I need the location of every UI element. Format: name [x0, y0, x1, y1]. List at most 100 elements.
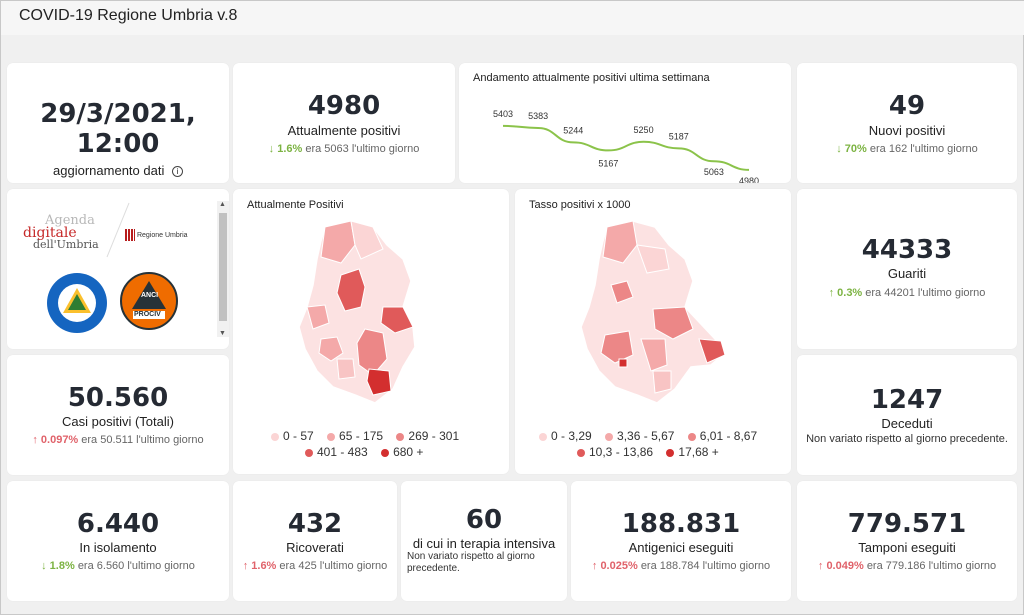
nuovi-delta: ↓ 70% era 162 l'ultimo giorno: [797, 143, 1017, 155]
trend-data-label: 5403: [493, 109, 513, 119]
arrow-up-icon: ↑: [828, 287, 835, 299]
scrollbar-thumb[interactable]: [219, 213, 227, 321]
trend-data-label: 5063: [704, 167, 724, 177]
trend-data-label: 5244: [563, 125, 583, 135]
legend-dot: [577, 448, 585, 457]
casi-value: 50.560: [67, 383, 169, 413]
legend-dot: [396, 432, 405, 441]
attualmente-label: Attualmente positivi: [287, 123, 401, 138]
logos-card: Agenda digitale dell'Umbria Regione Umbr…: [7, 189, 229, 349]
isolamento-delta: ↓ 1.8% era 6.560 l'ultimo giorno: [7, 560, 229, 572]
guariti-delta: ↑ 0.3% era 44201 l'ultimo giorno: [797, 287, 1017, 299]
nuovi-value: 49: [888, 91, 926, 121]
antigenici-label: Antigenici eseguiti: [628, 540, 734, 555]
info-icon[interactable]: i: [171, 166, 183, 178]
tamponi-label: Tamponi eseguiti: [858, 540, 956, 555]
guariti-note: era 44201 l'ultimo giorno: [865, 287, 986, 299]
date-card: 29/3/2021, 12:00 aggiornamento dati i: [7, 63, 229, 183]
antigenici-delta: ↑ 0.025% era 188.784 l'ultimo giorno: [571, 560, 791, 572]
terapia-note: Non variato rispetto al giorno precedent…: [407, 551, 535, 574]
isolamento-label: In isolamento: [79, 540, 157, 555]
ricoverati-label: Ricoverati: [286, 540, 344, 555]
tamponi-pct: 0.049%: [826, 560, 864, 572]
deceduti-label: Deceduti: [881, 416, 933, 431]
legend-dot: [666, 448, 675, 457]
legend-dot: [687, 432, 696, 441]
trend-data-label: 5250: [634, 125, 654, 135]
isolamento-card: 6.440 In isolamento ↓ 1.8% era 6.560 l'u…: [7, 481, 229, 601]
terapia-intensiva-card: 60 di cui in terapia intensiva Non varia…: [401, 481, 567, 601]
app-title: COVID-19 Regione Umbria v.8: [19, 7, 238, 24]
scroll-up-icon[interactable]: ▲: [219, 201, 226, 208]
map-tasso-card: Tasso positivi x 1000 0 - 3,29 3,36 - 5,…: [515, 189, 791, 474]
legend-item: 65 - 175: [327, 429, 383, 443]
attualmente-delta: ↓ 1.6% era 5063 l'ultimo giorno: [233, 143, 455, 155]
tamponi-note: era 779.186 l'ultimo giorno: [866, 560, 997, 572]
legend-item: 401 - 483: [305, 445, 368, 459]
prociv-text: PROCIV: [134, 311, 161, 318]
trend-series-line: [502, 124, 750, 171]
casi-note: era 50.511 l'ultimo giorno: [81, 434, 204, 446]
guariti-card: 44333 Guariti ↑ 0.3% era 44201 l'ultimo …: [797, 189, 1017, 349]
legend-item: 17,68 +: [666, 445, 719, 459]
map1-legend: 0 - 57 65 - 175 269 - 301 401 - 483 680 …: [271, 428, 491, 460]
trend-line-chart: 5403 5383 5244 5167 5250 5187 5063 4980: [493, 109, 759, 183]
nuovi-note: era 162 l'ultimo giorno: [869, 143, 978, 155]
map-attualmente-card: Attualmente Positivi 0 - 57 65 - 175 269…: [233, 189, 509, 474]
legend-item: 0 - 3,29: [539, 429, 592, 443]
ricoverati-pct: 1.6%: [251, 560, 277, 572]
trend-data-label: 5383: [528, 111, 548, 121]
logo-divider: [106, 202, 130, 258]
legend-item: 3,36 - 5,67: [605, 429, 674, 443]
attualmente-note: era 5063 l'ultimo giorno: [305, 143, 420, 155]
update-label: aggiornamento dati i: [7, 163, 229, 178]
antigenici-note: era 188.784 l'ultimo giorno: [640, 560, 771, 572]
deceduti-value: 1247: [870, 385, 944, 415]
arrow-up-icon: ↑: [242, 560, 249, 572]
logos-scrollbar[interactable]: ▲ ▼: [217, 201, 229, 337]
trend-data-label: 5187: [669, 131, 689, 141]
umbria-map-tasso[interactable]: [515, 189, 791, 474]
legend-item: 680 +: [381, 445, 423, 459]
ricoverati-value: 432: [287, 509, 343, 539]
ricoverati-note: era 425 l'ultimo giorno: [279, 560, 388, 572]
trend-data-label: 5167: [598, 158, 618, 168]
legend-item: 10,3 - 13,86: [577, 445, 653, 459]
umbria-map-attualmente[interactable]: [233, 189, 509, 474]
attualmente-pct: 1.6%: [277, 143, 303, 155]
legend-dot: [381, 448, 390, 457]
agenda-digitale-logo: Agenda digitale dell'Umbria: [23, 213, 99, 251]
attualmente-positivi-card: 4980 Attualmente positivi ↓ 1.6% era 506…: [233, 63, 455, 183]
trend-card: Andamento attualmente positivi ultima se…: [459, 63, 791, 183]
terapia-label: di cui in terapia intensiva: [412, 536, 556, 551]
map1-title: Attualmente Positivi: [247, 199, 344, 211]
legend-item: 269 - 301: [396, 429, 459, 443]
title-bar: COVID-19 Regione Umbria v.8: [1, 1, 1024, 35]
casi-label: Casi positivi (Totali): [62, 414, 174, 429]
casi-delta: ↑ 0.097% era 50.511 l'ultimo giorno: [7, 434, 229, 446]
legend-item: 6,01 - 8,67: [687, 429, 757, 443]
update-date: 29/3/2021, 12:00: [40, 99, 196, 159]
arrow-down-icon: ↓: [41, 560, 47, 572]
antigenici-pct: 0.025%: [600, 560, 638, 572]
isolamento-pct: 1.8%: [49, 560, 75, 572]
isolamento-value: 6.440: [76, 509, 160, 539]
map2-title: Tasso positivi x 1000: [529, 199, 631, 211]
ricoverati-card: 432 Ricoverati ↑ 1.6% era 425 l'ultimo g…: [233, 481, 397, 601]
guariti-pct: 0.3%: [837, 287, 863, 299]
casi-pct: 0.097%: [40, 434, 79, 446]
map2-legend: 0 - 3,29 3,36 - 5,67 6,01 - 8,67 10,3 - …: [539, 428, 785, 460]
legend-dot: [605, 432, 614, 441]
scroll-down-icon[interactable]: ▼: [219, 330, 226, 337]
nuovi-pct: 70%: [844, 143, 867, 155]
nuovi-label: Nuovi positivi: [868, 123, 946, 138]
attualmente-value: 4980: [307, 91, 381, 121]
legend-dot: [305, 448, 313, 457]
tamponi-delta: ↑ 0.049% era 779.186 l'ultimo giorno: [797, 560, 1017, 572]
antigenici-card: 188.831 Antigenici eseguiti ↑ 0.025% era…: [571, 481, 791, 601]
tamponi-card: 779.571 Tamponi eseguiti ↑ 0.049% era 77…: [797, 481, 1017, 601]
arrow-down-icon: ↓: [268, 143, 275, 155]
antigenici-value: 188.831: [621, 509, 741, 539]
casi-totali-card: 50.560 Casi positivi (Totali) ↑ 0.097% e…: [7, 355, 229, 475]
nuovi-positivi-card: 49 Nuovi positivi ↓ 70% era 162 l'ultimo…: [797, 63, 1017, 183]
